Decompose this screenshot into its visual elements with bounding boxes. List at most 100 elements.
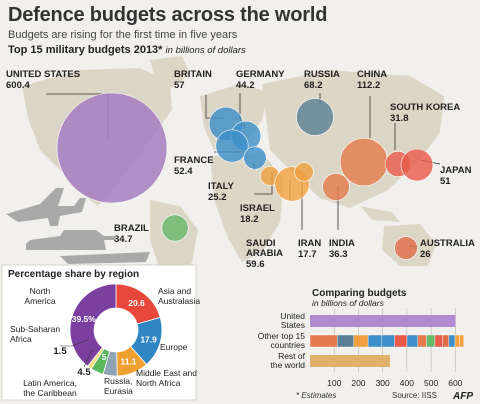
label-saudi-arabia-1: SAUDI	[246, 238, 276, 249]
bar-segment-italy	[448, 334, 456, 348]
label-france: FRANCE	[174, 155, 214, 166]
pie-value-latin-america-the-caribbean: 4.5	[77, 367, 91, 378]
value-brazil: 34.7	[114, 234, 133, 245]
x-tick-400: 400	[400, 378, 414, 388]
region-pie-chart	[69, 283, 163, 377]
bar-segment-israel	[454, 334, 460, 348]
value-united-states: 600.4	[6, 80, 30, 91]
value-japan: 51	[440, 176, 451, 187]
bar-segment-france	[381, 334, 395, 348]
bar-segment-japan	[394, 334, 408, 348]
bubble-italy	[243, 146, 267, 170]
label-germany: GERMANY	[236, 69, 285, 80]
page-title: Defence budgets across the world	[8, 4, 328, 26]
label-australia: AUSTRALIA	[420, 238, 475, 249]
bubble-india	[322, 173, 350, 201]
value-britain: 57	[174, 80, 185, 91]
region-share-panel: Percentage share by region 39.5% 20.6 17.9…	[1, 264, 200, 401]
budget-bubbles	[56, 92, 434, 260]
x-tick-100: 100	[327, 378, 341, 388]
label-iran: IRAN	[298, 238, 321, 249]
pie-name-latin-america-the-caribbean: Latin America, the Caribbean	[23, 378, 77, 398]
military-silhouettes	[6, 188, 150, 264]
bar-segment-russia	[337, 334, 354, 348]
bar-segment-india	[417, 334, 427, 348]
pie-value-middle-east-and-north-africa: 11.1	[120, 357, 136, 367]
bubble-france	[215, 129, 249, 163]
bar-segment-britain	[367, 334, 383, 348]
label-russia: RUSSIA	[304, 69, 340, 80]
label-united-states: UNITED STATES	[6, 69, 80, 80]
x-tick-500: 500	[424, 378, 438, 388]
page-subtitle: Budgets are rising for the first time in…	[8, 29, 238, 41]
pie-name-europe: Europe	[160, 342, 188, 352]
bar-label-other-top-15-countries: Other top 15 countries	[258, 331, 306, 350]
bubble-iran	[294, 162, 314, 182]
bar-label-united-states: United States	[280, 311, 305, 330]
label-saudi-arabia-2: ARABIA	[246, 248, 283, 259]
value-germany: 44.2	[236, 80, 255, 91]
bar-segment-iran	[459, 334, 464, 348]
value-saudi-arabia: 59.6	[246, 259, 265, 270]
label-south-korea: SOUTH KOREA	[390, 102, 460, 113]
pie-leader-latin-america	[83, 349, 93, 368]
bubble-russia	[296, 98, 334, 136]
value-australia: 26	[420, 249, 431, 260]
estimates-note: * Estimates	[296, 391, 336, 400]
label-china: CHINA	[357, 69, 387, 80]
bar-segment-germany	[406, 334, 418, 348]
pie-value-europe: 17.9	[140, 335, 157, 345]
bars-title: Comparing budgets	[312, 288, 407, 299]
bubble-brazil	[161, 214, 189, 242]
jet-icon	[6, 188, 86, 226]
label-india: INDIA	[329, 238, 355, 249]
value-italy: 25.2	[208, 192, 227, 203]
bar-segment-south-korea	[434, 334, 443, 348]
map-heading-note: in billions of dollars	[165, 45, 246, 56]
label-britain: BRITAIN	[174, 69, 212, 80]
pie-value-north-america: 39.5%	[72, 314, 97, 324]
value-israel: 18.2	[240, 214, 259, 225]
pie-slice-north-america	[69, 283, 117, 367]
pie-name-north-america: North America	[24, 286, 55, 306]
source-note: Source: IISS	[392, 391, 437, 400]
pie-title: Percentage share by region	[8, 269, 139, 280]
bar-united-states	[310, 315, 456, 327]
pie-leader-sub-saharan	[60, 339, 89, 347]
bar-segment-saudi-arabia	[353, 334, 369, 348]
pie-name-sub-saharan-africa: Sub-Saharan Africa	[10, 324, 60, 344]
bar-rest-of-world	[310, 355, 390, 367]
bar-segment-china	[309, 334, 338, 348]
pie-labels: 39.5% 20.6 17.9 11.1 5 4.5 1.5 North America Asia…	[10, 286, 200, 398]
bubble-australia	[394, 236, 418, 260]
map-heading: Top 15 military budgets 2013* in billion…	[8, 44, 246, 56]
pie-name-asia-and-australasia: Asia and Australasia	[158, 286, 200, 306]
value-south-korea: 31.8	[390, 113, 409, 124]
tank-icon	[26, 230, 116, 250]
x-tick-600: 600	[448, 378, 462, 388]
pie-value-russia-eurasia: 5	[102, 352, 107, 362]
label-italy: ITALY	[208, 181, 235, 192]
label-brazil: BRAZIL	[114, 223, 149, 234]
pie-value-sub-saharan-africa: 1.5	[53, 346, 67, 357]
bar-segment-brazil	[426, 334, 436, 348]
bubble-china	[339, 137, 389, 187]
bubble-japan	[400, 148, 434, 182]
bubble-united-states	[56, 92, 168, 204]
pie-name-middle-east-and-north-africa: Middle East and North Africa	[136, 368, 197, 388]
value-china: 112.2	[357, 80, 380, 91]
value-india: 36.3	[329, 249, 348, 260]
afp-logo: AFP	[452, 391, 473, 402]
x-tick-300: 300	[376, 378, 390, 388]
bars-subtitle: in billions of dollars	[312, 298, 385, 308]
pie-value-asia-and-australasia: 20.6	[128, 298, 145, 308]
bar-segment-australia	[442, 334, 450, 348]
map-heading-text: Top 15 military budgets 2013*	[8, 44, 163, 56]
label-japan: JAPAN	[440, 165, 472, 176]
bar-label-rest-of-the-world: Rest of the world	[271, 351, 306, 370]
value-france: 52.4	[174, 166, 193, 177]
